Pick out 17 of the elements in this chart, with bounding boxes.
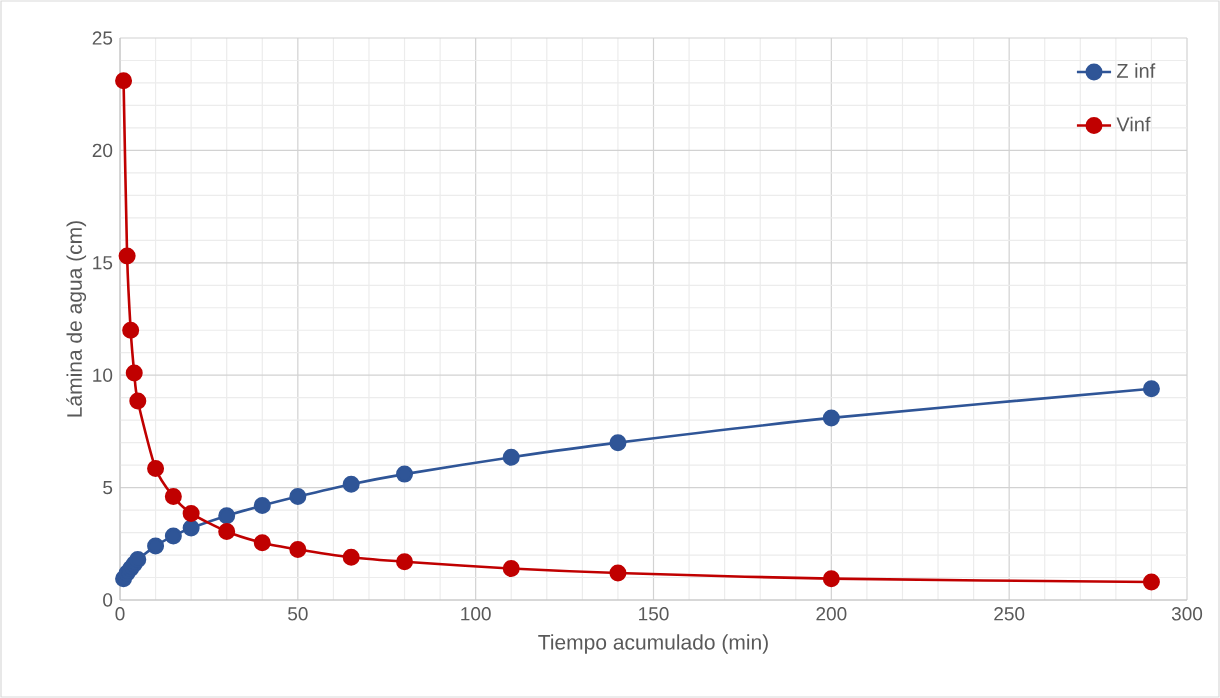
legend-label: Z inf — [1116, 63, 1156, 78]
x-tick-label: 300 — [1171, 607, 1203, 621]
x-axis-title: Tiempo acumulado (min) — [538, 634, 768, 654]
y-tick-label: 15 — [93, 256, 113, 270]
legend-label: Vinf — [1116, 116, 1151, 132]
y-tick-label: 0 — [103, 593, 113, 607]
x-tick-label: 200 — [816, 607, 847, 621]
y-axis-title: Lámina de agua (cm) — [66, 221, 87, 417]
x-tick-label: 0 — [115, 607, 125, 621]
x-tick-label: 100 — [461, 607, 491, 621]
x-tick-label: 250 — [994, 607, 1025, 621]
y-tick-label: 20 — [92, 143, 113, 158]
x-tick-label: 50 — [288, 607, 308, 621]
y-tick-label: 25 — [92, 31, 113, 45]
y-tick-label: 10 — [93, 368, 113, 382]
y-tick-label: 5 — [103, 480, 113, 495]
x-tick-label: 150 — [639, 607, 669, 621]
